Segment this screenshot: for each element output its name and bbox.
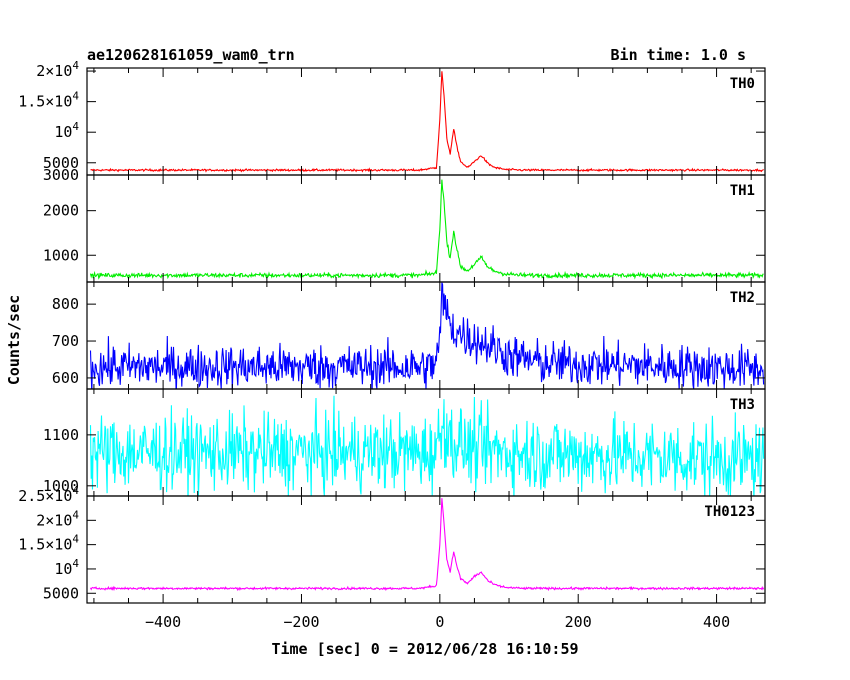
- y-tick-label-th2: 800: [52, 295, 79, 313]
- series-line-th2: [89, 282, 765, 389]
- panel-label-th1: TH1: [730, 183, 755, 199]
- y-tick-label-th0123: 2×104: [36, 508, 79, 529]
- x-axis-title: Time [sec] 0 = 2012/06/28 16:10:59: [271, 640, 578, 658]
- series-line-th1: [89, 179, 764, 280]
- panel-frame-th0: [86, 67, 766, 176]
- x-tick-label: −400: [145, 613, 181, 631]
- panel-label-th2: TH2: [730, 290, 755, 306]
- y-tick-label-th2: 600: [52, 369, 79, 387]
- series-line-th3: [89, 395, 765, 496]
- panel-frame-th0123: [86, 495, 766, 604]
- x-tick-label: 400: [703, 613, 730, 631]
- y-tick-label-th0123: 1.5×104: [18, 533, 79, 554]
- y-tick-label-th0: 2×104: [36, 59, 79, 80]
- panel-label-th0: TH0: [730, 76, 755, 92]
- y-tick-label-th0123: 5000: [43, 584, 79, 602]
- y-tick-label-th0: 1.5×104: [18, 90, 79, 111]
- y-tick-label-th2: 700: [52, 332, 79, 350]
- panel-label-th0123: TH0123: [704, 504, 755, 520]
- panel-frame-th1: [86, 174, 766, 283]
- series-line-th0123: [90, 498, 765, 592]
- y-tick-label-th0123: 2.5×104: [18, 484, 79, 505]
- series-line-th0: [90, 71, 764, 173]
- y-tick-label-th0: 3000: [43, 166, 79, 184]
- y-tick-label-th3: 1100: [43, 426, 79, 444]
- chart-title: ae120628161059_wam0_trn: [87, 46, 295, 64]
- bin-time-label: Bin time: 1.0 s: [611, 46, 746, 64]
- y-tick-label-th1: 2000: [43, 202, 79, 220]
- x-tick-label: −200: [283, 613, 319, 631]
- x-tick-label: 0: [435, 613, 444, 631]
- y-axis-title: Counts/sec: [5, 295, 23, 385]
- y-tick-label-th0123: 104: [54, 557, 79, 578]
- x-tick-label: 200: [565, 613, 592, 631]
- y-tick-label-th1: 1000: [43, 246, 79, 264]
- y-tick-label-th3: 1000: [43, 477, 79, 495]
- y-tick-label-th0: 5000: [43, 154, 79, 172]
- panel-label-th3: TH3: [730, 397, 755, 413]
- panels-group: TH0300050001041.5×1042×104TH110002000TH2…: [18, 59, 766, 631]
- y-tick-label-th0: 104: [54, 120, 79, 141]
